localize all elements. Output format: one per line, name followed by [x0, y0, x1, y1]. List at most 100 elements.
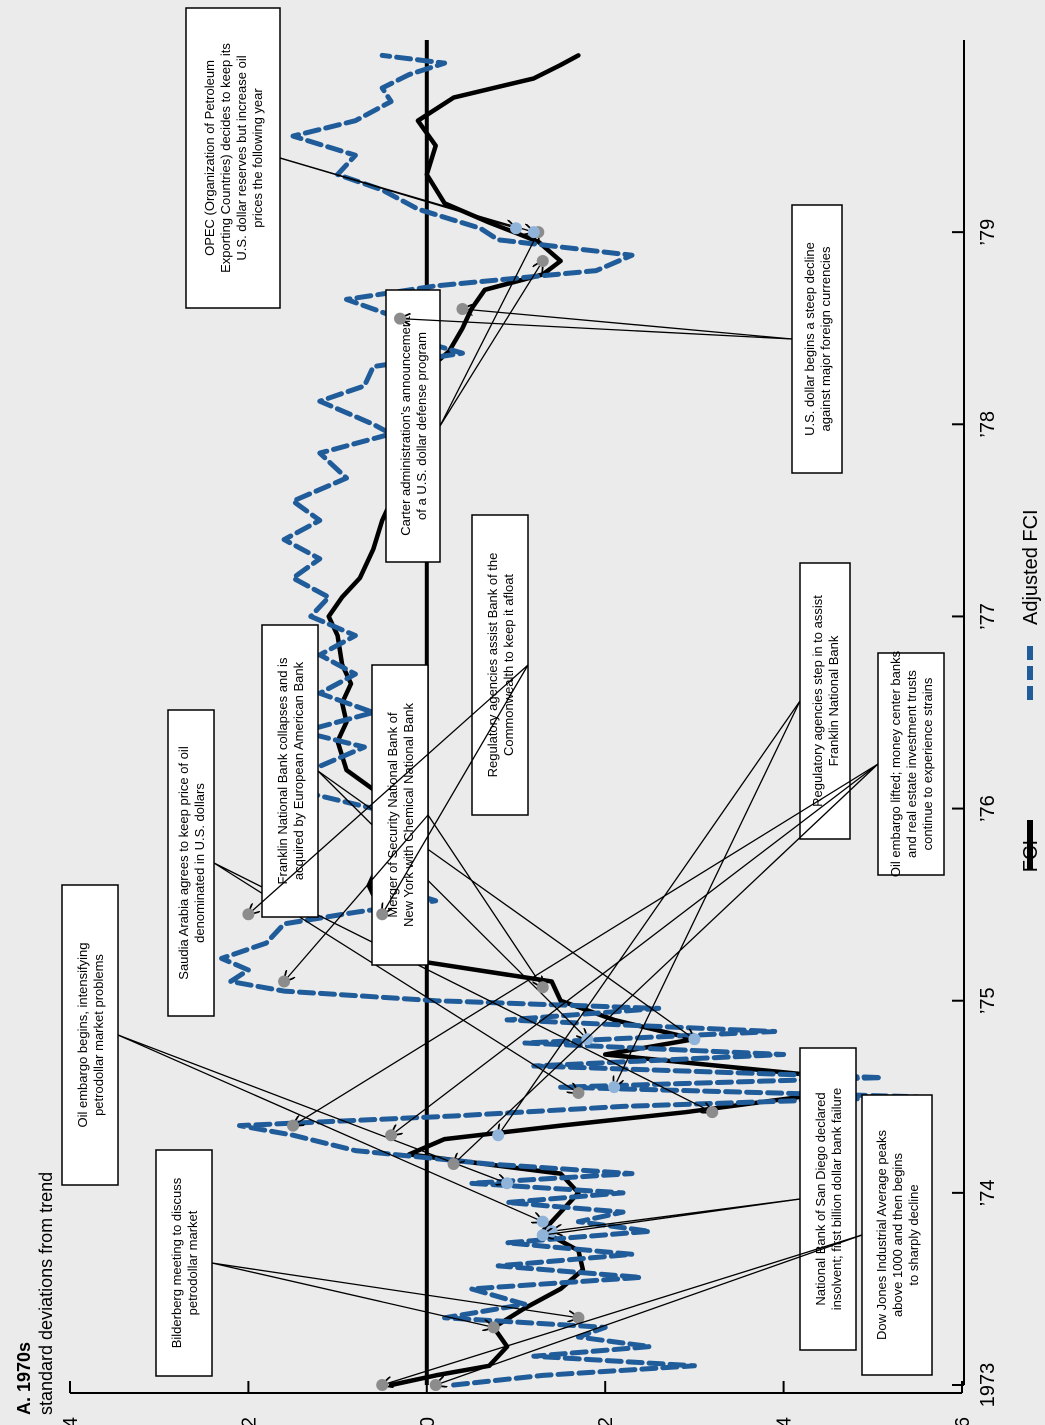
- legend-label-fci: FCI: [1020, 840, 1042, 872]
- panel-title: A. 1970s: [14, 1342, 34, 1415]
- event-marker: [447, 1158, 460, 1171]
- annotation-text: of a U.S. dollar defense program: [414, 332, 429, 520]
- time-tick-label: ’77: [977, 603, 999, 630]
- annotation-text: Merger of Security National Bank of: [385, 712, 400, 918]
- annotation-box: [385, 289, 441, 563]
- annotation-text: insolvent; first billion dollar bank fai…: [829, 1088, 844, 1311]
- annotation-callout: National Bank of San Diego declared insol…: [536, 1047, 857, 1351]
- value-tick-label: −2: [238, 1417, 260, 1425]
- event-marker: [385, 1129, 398, 1142]
- event-marker: [536, 1215, 549, 1228]
- annotation-text: continue to experience strains: [920, 677, 935, 850]
- event-marker: [608, 1081, 621, 1094]
- time-tick-label: ’75: [977, 987, 999, 1014]
- event-marker: [492, 1129, 505, 1142]
- annotation-box: [371, 664, 429, 966]
- annotation-arrow: [543, 1198, 801, 1235]
- annotation-box: [799, 562, 851, 840]
- units-label: standard deviations from trend: [36, 1172, 56, 1415]
- event-marker: [456, 303, 469, 315]
- time-tick-label: ’79: [977, 219, 999, 246]
- event-marker: [536, 981, 549, 994]
- annotation-arrow: [293, 763, 879, 1126]
- annotation-arrow: [211, 1262, 578, 1318]
- event-marker: [572, 1086, 585, 1099]
- annotation-callout: Dow Jones Industrial Average peaks above …: [376, 1094, 933, 1391]
- annotation-text: against major foreign currencies: [818, 246, 833, 431]
- event-marker: [242, 908, 255, 921]
- annotation-text: Franklin National Bank: [826, 635, 841, 766]
- axes-layer: −4 −2 0 2 4 6 1973 ’74 ’75 ’76 ’77 ’78 ’79: [60, 40, 999, 1425]
- legend: FCI Adjusted FCI: [1020, 509, 1042, 872]
- annotation-arrow: [427, 814, 543, 987]
- annotation-box: [61, 884, 119, 1186]
- annotation-arrow: [382, 1234, 863, 1385]
- annotation-arrow: [498, 700, 801, 1135]
- event-marker: [536, 254, 549, 267]
- annotation-text: Regulatory agencies assist Bank of the: [485, 553, 500, 778]
- annotation-text: denominated in U.S. dollars: [192, 783, 207, 943]
- event-marker: [487, 1321, 500, 1334]
- annotation-arrow: [279, 157, 516, 228]
- event-marker: [278, 975, 291, 988]
- annotation-callout: Oil embargo lifted; money center banks an…: [287, 650, 945, 1171]
- annotation-arrow: [454, 763, 879, 1164]
- annotation-arrow: [117, 1034, 543, 1222]
- annotation-text: and real estate investment trusts: [904, 670, 919, 858]
- value-tick-label: 6: [952, 1417, 974, 1425]
- annotation-text: Bilderberg meeting to discuss: [169, 1177, 184, 1348]
- event-marker: [572, 1311, 585, 1324]
- annotation-box: [167, 709, 215, 1017]
- annotation-box: [185, 7, 281, 309]
- annotation-text: OPEC (Organization of Petroleum: [202, 60, 217, 256]
- annotation-box: [155, 1149, 213, 1377]
- event-marker: [581, 1033, 594, 1046]
- event-marker: [501, 1177, 514, 1190]
- annotation-callout: Bilderberg meeting to discuss petrodollar…: [155, 1149, 585, 1377]
- annotation-text: Exporting Countries) decides to keep its: [218, 43, 233, 273]
- annotation-text: Franklin National Bank collapses and is: [275, 657, 290, 884]
- annotation-arrow: [284, 814, 429, 982]
- event-marker: [394, 312, 407, 325]
- annotation-arrow: [439, 232, 538, 427]
- annotation-box: [261, 624, 319, 918]
- annotation-callout: Carter administration’s announcement of a…: [385, 226, 549, 563]
- annotation-text: above 1000 and then begins: [890, 1152, 905, 1317]
- time-tick-label: ’74: [977, 1180, 999, 1207]
- time-tick-label: ’76: [977, 795, 999, 822]
- annotation-text: New York with Chemical National Bank: [401, 703, 416, 927]
- annotation-text: acquired by European American Bank: [291, 661, 306, 880]
- event-marker: [429, 1379, 442, 1391]
- annotation-text: Commonwealth to keep it afloat: [501, 574, 516, 756]
- annotation-text: petrodollar market problems: [91, 954, 106, 1116]
- annotation-text: Regulatory agencies step in to assist: [810, 595, 825, 807]
- value-tick-label: 4: [774, 1417, 796, 1425]
- annotation-text: Oil embargo begins, intensifying: [75, 943, 90, 1128]
- annotation-arrow: [211, 1262, 494, 1327]
- annotation-box: [791, 204, 843, 474]
- annotation-arrow: [400, 319, 793, 340]
- annotation-callout: U.S. dollar begins a steep decline agains…: [394, 204, 843, 474]
- annotation-callout: Regulatory agencies step in to assist Fra…: [492, 562, 851, 1142]
- annotation-arrow: [391, 763, 879, 1135]
- event-marker: [688, 1033, 701, 1046]
- time-tick-label: ’78: [977, 411, 999, 438]
- annotation-callout: Saudia Arabia agrees to keep price of oi…: [167, 709, 719, 1119]
- annotation-arrow: [317, 770, 587, 1039]
- annotation-arrow: [382, 664, 529, 914]
- annotation-arrow: [248, 664, 529, 914]
- annotation-arrow: [436, 1234, 863, 1385]
- annotation-text: Carter administration’s announcement: [398, 316, 413, 536]
- legend-label-adjusted: Adjusted FCI: [1020, 509, 1042, 625]
- annotation-text: U.S. dollar reserves but increase oil: [234, 55, 249, 260]
- annotation-text: Saudia Arabia agrees to keep price of oi…: [176, 746, 191, 980]
- annotation-text: National Bank of San Diego declared: [813, 1092, 828, 1305]
- event-marker: [536, 1229, 549, 1242]
- event-marker: [376, 908, 389, 921]
- annotation-box: [861, 1094, 933, 1376]
- time-tick-label: 1973: [977, 1363, 999, 1408]
- annotations-layer: Bilderberg meeting to discuss petrodollar…: [61, 7, 945, 1391]
- event-marker: [510, 222, 522, 235]
- value-tick-label: −4: [60, 1417, 82, 1425]
